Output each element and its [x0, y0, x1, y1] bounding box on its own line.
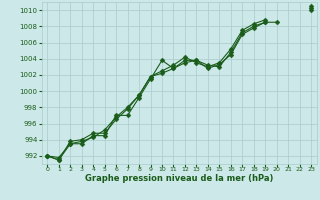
- X-axis label: Graphe pression niveau de la mer (hPa): Graphe pression niveau de la mer (hPa): [85, 174, 273, 183]
